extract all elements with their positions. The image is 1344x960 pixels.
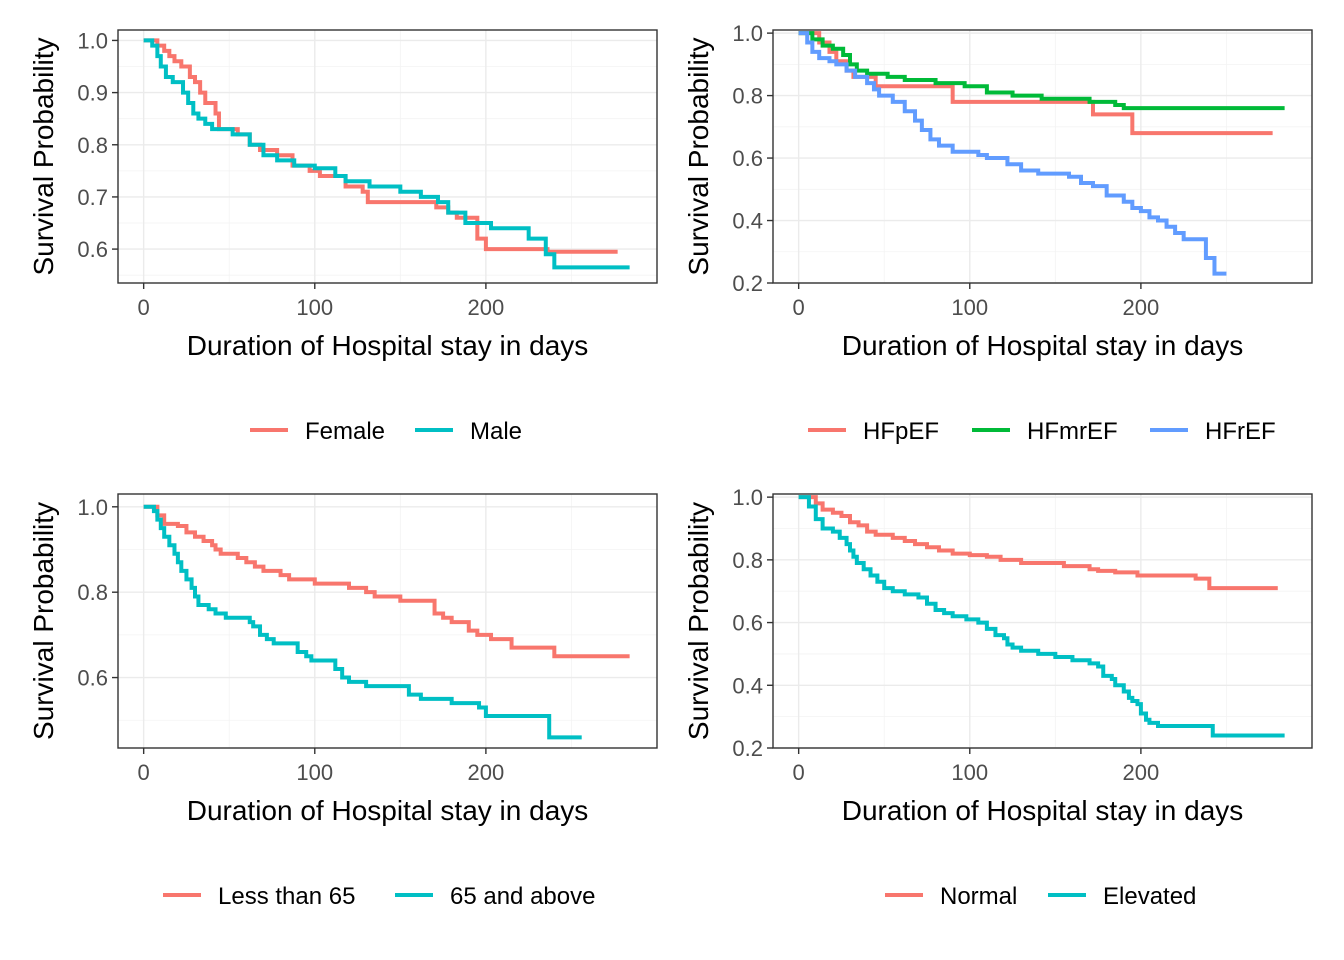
panel-border xyxy=(772,29,1313,284)
panel-border xyxy=(117,29,658,284)
x-tick-label: 100 xyxy=(296,760,333,785)
y-axis-title: Survival Probability xyxy=(683,37,714,275)
y-axis-title: Survival Probability xyxy=(28,37,59,275)
y-tick-label: 1.0 xyxy=(732,21,763,46)
panel-sex: 0 100 200 0.6 0.7 0.8 0.9 1.0 Duration of Hospit… xyxy=(28,28,658,445)
x-tick-label: 200 xyxy=(1123,295,1160,320)
y-tick-label: 0.6 xyxy=(732,146,763,171)
panel-ef-category: 0 100 200 0.2 0.4 0.6 0.8 1.0 Duration of Hospit… xyxy=(683,21,1313,445)
legend-label: HFrEF xyxy=(1205,418,1276,445)
legend-label: HFmrEF xyxy=(1027,418,1118,445)
x-axis-title: Duration of Hospital stay in days xyxy=(187,795,589,826)
y-tick-label: 0.8 xyxy=(732,84,763,109)
y-tick-label: 0.2 xyxy=(732,271,763,296)
x-tick-label: 0 xyxy=(138,295,150,320)
legend-label: Normal xyxy=(940,883,1017,910)
km-curve-hfmref xyxy=(798,31,1285,111)
x-tick-label: 100 xyxy=(951,760,988,785)
panel-border xyxy=(117,493,658,749)
x-tick-label: 0 xyxy=(793,760,805,785)
legend-label: Elevated xyxy=(1103,883,1196,910)
y-tick-label: 1.0 xyxy=(732,485,763,510)
y-tick-label: 0.9 xyxy=(77,81,108,106)
panel-age-group: 0 100 200 0.6 0.8 1.0 Duration of Hospital sta… xyxy=(28,493,658,910)
km-curve-normal xyxy=(798,495,1278,591)
km-curve-elevated xyxy=(798,495,1285,738)
km-curve-male xyxy=(143,38,630,270)
y-tick-label: 0.8 xyxy=(77,133,108,158)
x-tick-label: 0 xyxy=(793,295,805,320)
legend: HFpEF HFmrEF HFrEF xyxy=(808,418,1276,445)
legend-label: Female xyxy=(305,418,385,445)
x-tick-label: 100 xyxy=(951,295,988,320)
x-tick-label: 200 xyxy=(468,760,505,785)
x-axis-title: Duration of Hospital stay in days xyxy=(842,795,1244,826)
y-tick-label: 0.7 xyxy=(77,185,108,210)
y-axis-title: Survival Probability xyxy=(683,502,714,740)
y-tick-label: 0.4 xyxy=(732,209,763,234)
legend-label: Male xyxy=(470,418,522,445)
y-tick-label: 0.8 xyxy=(732,548,763,573)
y-tick-label: 0.6 xyxy=(732,611,763,636)
legend-label: 65 and above xyxy=(450,883,595,910)
y-tick-label: 1.0 xyxy=(77,28,108,53)
legend: Female Male xyxy=(250,418,522,445)
km-curve-female xyxy=(143,38,618,254)
legend-label: HFpEF xyxy=(863,418,939,445)
y-tick-label: 0.4 xyxy=(732,673,763,698)
x-tick-label: 100 xyxy=(296,295,333,320)
y-tick-label: 0.8 xyxy=(77,580,108,605)
legend: Less than 65 65 and above xyxy=(163,883,595,910)
y-tick-label: 0.6 xyxy=(77,666,108,691)
x-axis-title: Duration of Hospital stay in days xyxy=(187,330,589,361)
y-tick-label: 0.6 xyxy=(77,237,108,262)
x-tick-label: 200 xyxy=(1123,760,1160,785)
y-tick-label: 1.0 xyxy=(77,495,108,520)
x-axis-title: Duration of Hospital stay in days xyxy=(842,330,1244,361)
x-tick-label: 0 xyxy=(138,760,150,785)
x-tick-label: 200 xyxy=(468,295,505,320)
panel-biomarker: 0 100 200 0.2 0.4 0.6 0.8 1.0 Duration of Hospit… xyxy=(683,485,1313,910)
panel-border xyxy=(772,493,1313,749)
km-curve-hfref xyxy=(798,31,1227,276)
legend-label: Less than 65 xyxy=(218,883,355,910)
y-axis-title: Survival Probability xyxy=(28,502,59,740)
legend: Normal Elevated xyxy=(885,883,1196,910)
km-curve-65-and-above xyxy=(143,504,582,740)
km-curve-less-than-65 xyxy=(143,504,630,659)
y-tick-label: 0.2 xyxy=(732,736,763,761)
